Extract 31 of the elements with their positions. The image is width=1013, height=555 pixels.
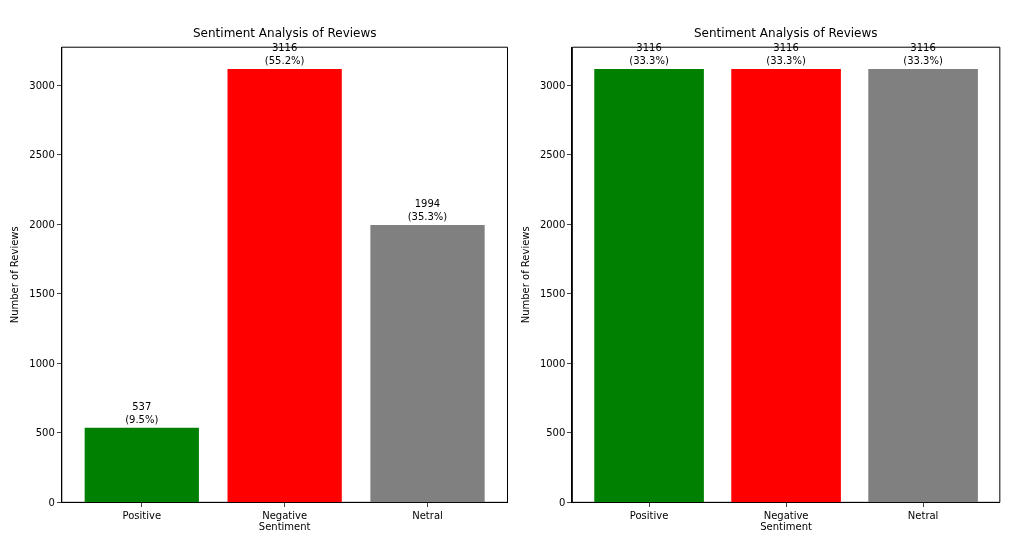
y-axis-title: Number of Reviews	[519, 226, 531, 324]
y-tick-label: 3000	[29, 79, 55, 91]
y-tick-label: 2500	[29, 149, 55, 161]
x-tick-label: Netral	[412, 510, 443, 522]
y-tick-label: 2000	[539, 218, 566, 230]
y-tick-label: 1000	[539, 357, 566, 369]
chart-title: Sentiment Analysis of Reviews	[694, 26, 878, 40]
bar	[84, 427, 199, 503]
y-tick-label: 500	[35, 427, 55, 439]
x-tick-label: Positive	[629, 510, 669, 522]
data-label: 537 (9.5%)	[125, 400, 159, 425]
y-tick-label: 1500	[29, 288, 55, 300]
y-tick-label: 2000	[29, 218, 55, 230]
bar	[370, 224, 485, 503]
y-tick-label: 1000	[29, 357, 55, 369]
x-tick-label: Negative	[763, 510, 809, 522]
chart-title: Sentiment Analysis of Reviews	[193, 26, 377, 40]
y-axis-title: Number of Reviews	[9, 226, 21, 324]
bar	[227, 68, 342, 503]
data-label: 1994 (35.3%)	[407, 197, 448, 222]
y-tick-label: 500	[546, 427, 566, 439]
y-tick-label: 0	[48, 496, 55, 508]
x-tick-label: Netral	[907, 510, 939, 522]
x-tick-label: Positive	[122, 510, 162, 522]
x-tick-label: Negative	[262, 510, 308, 522]
x-axis-title: Sentiment	[760, 521, 813, 533]
y-tick-label: 1500	[539, 288, 566, 300]
y-tick-label: 0	[558, 496, 566, 508]
x-axis-title: Sentiment	[258, 521, 311, 533]
y-tick-label: 3000	[539, 79, 566, 91]
y-tick-label: 2500	[539, 149, 566, 161]
